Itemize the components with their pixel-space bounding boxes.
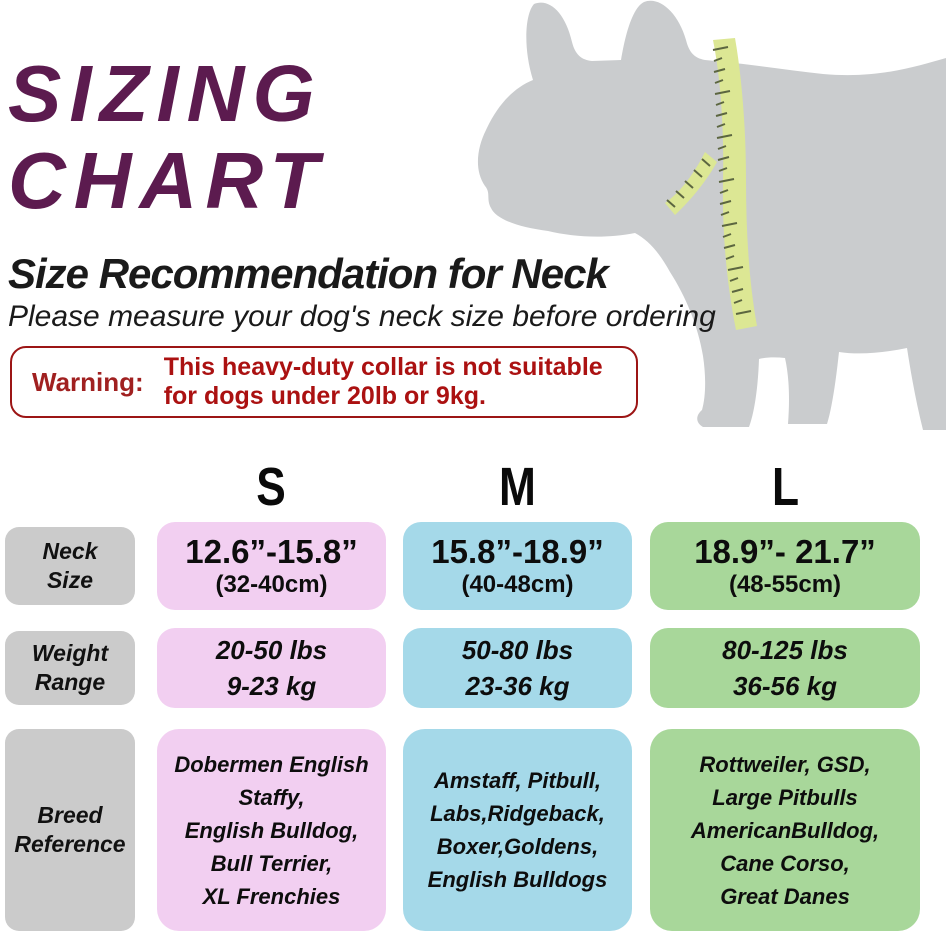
neck-size-cell-s: 12.6”-15.8” (32-40cm) [157, 522, 386, 610]
page-title-line1: SIZING [8, 49, 323, 138]
neck-size-s-inches: 12.6”-15.8” [185, 533, 358, 570]
subtitle: Size Recommendation for Neck [8, 250, 609, 297]
dog-body-shape [477, 0, 946, 430]
column-header-s: S [256, 457, 287, 517]
neck-size-s-cm: (32-40cm) [215, 571, 328, 598]
weight-range-cell-m: 50-80 lbs 23-36 kg [403, 628, 632, 708]
neck-size-l-cm: (48-55cm) [728, 571, 842, 598]
dog-silhouette-illustration [477, 0, 946, 430]
neck-size-cell-l: 18.9”- 21.7” (48-55cm) [650, 522, 920, 610]
page-title: SIZING CHART [8, 50, 327, 224]
weight-range-cell-l: 80-125 lbs 36-56 kg [650, 628, 920, 708]
measure-note: Please measure your dog's neck size befo… [8, 300, 716, 333]
breed-reference-cell-m: Amstaff, Pitbull, Labs,Ridgeback, Boxer,… [403, 729, 632, 931]
row-label-neck-size: Neck Size [5, 527, 135, 605]
neck-size-l-inches: 18.9”- 21.7” [694, 533, 876, 570]
measuring-tape-icon [665, 38, 757, 330]
warning-text: This heavy-duty collar is not suitable f… [163, 353, 603, 410]
neck-size-m-inches: 15.8”-18.9” [431, 533, 604, 570]
column-header-m: M [499, 457, 536, 517]
neck-size-cell-m: 15.8”-18.9” (40-48cm) [403, 522, 632, 610]
row-label-breed-reference: Breed Reference [5, 729, 135, 931]
row-label-weight-range: Weight Range [5, 631, 135, 705]
page-title-line2: CHART [8, 136, 327, 225]
column-header-l: L [771, 457, 799, 517]
weight-range-cell-s: 20-50 lbs 9-23 kg [157, 628, 386, 708]
warning-label: Warning: [32, 366, 144, 397]
warning-box: Warning: This heavy-duty collar is not s… [10, 346, 638, 418]
breed-reference-cell-s: Dobermen English Staffy, English Bulldog… [157, 729, 386, 931]
neck-size-m-cm: (40-48cm) [461, 571, 574, 598]
breed-reference-cell-l: Rottweiler, GSD, Large Pitbulls American… [650, 729, 920, 931]
tape-tick-marks [666, 46, 752, 315]
